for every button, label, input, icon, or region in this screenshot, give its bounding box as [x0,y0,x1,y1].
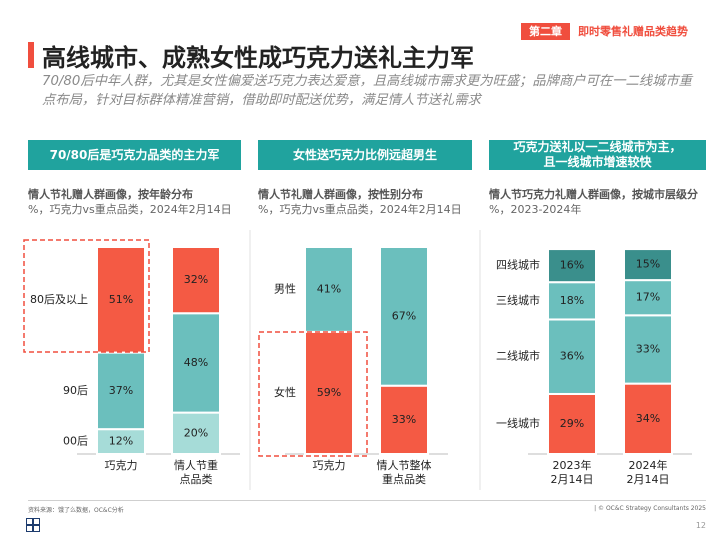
chart-label-city: 情人节巧克力礼赠人群画像，按城市层级分 %，2023-2024年 [489,187,707,217]
category-label-age-1-1: 点品类 [180,472,213,486]
panel-head-city-line1: 巧克力送礼以一二线城市为主， [513,140,682,154]
chart-unit-gender: %，巧克力vs重点品类，2024年2月14日 [258,203,462,216]
data-label-city-0-2: 18% [560,294,584,307]
chart-title-age: 情人节礼赠人群画像，按年龄分布 [28,188,193,201]
series-label-city-0: 一线城市 [496,416,540,430]
category-label-age-1-0: 情人节重 [174,458,218,472]
data-label-age-0-2: 51% [109,293,133,306]
data-label-age-1-1: 48% [184,356,208,369]
occ-logo-icon [26,518,40,532]
data-label-age-0-0: 12% [109,435,133,448]
data-label-gender-1-1: 67% [392,309,416,322]
data-label-age-1-2: 32% [184,273,208,286]
series-label-age-1: 90后 [63,384,88,397]
category-label-gender-0-0: 巧克力 [313,459,346,472]
series-label-city-3: 四线城市 [496,258,540,272]
category-label-city-1-1: 2月14日 [627,473,670,486]
data-label-city-1-3: 15% [636,258,660,271]
panel-head-age: 70/80后是巧克力品类的主力军 [28,140,241,170]
source-note: 资料来源：饿了么数据，OC&C分析 [28,507,124,514]
series-label-gender-0: 女性 [274,385,296,399]
page-title: 高线城市、成熟女性成巧克力送礼主力军 [42,44,474,72]
chart-label-age: 情人节礼赠人群画像，按年龄分布 %，巧克力vs重点品类，2024年2月14日 [28,187,243,217]
series-label-gender-1: 男性 [274,281,296,295]
category-label-age-0-0: 巧克力 [105,459,138,472]
copyright: | © OC&C Strategy Consultants 2025 [594,505,706,512]
bar-segment-gender-1-1 [379,246,429,387]
chart-unit-age: %，巧克力vs重点品类，2024年2月14日 [28,203,232,216]
highlight-box-gender [258,331,368,457]
category-label-city-1-0: 2024年 [629,458,668,472]
bar-segment-city-0-0 [547,392,597,455]
category-label-gender-1-0: 情人节整体 [377,458,432,472]
footer-divider [28,500,706,501]
chart-title-city: 情人节巧克力礼赠人群画像，按城市层级分 [489,188,698,201]
title-accent-bar [28,42,34,68]
data-label-gender-0-1: 41% [317,282,341,295]
data-label-gender-1-0: 33% [392,413,416,426]
highlight-box-age [23,239,150,353]
chart-title-gender: 情人节礼赠人群画像，按性别分布 [258,188,423,201]
bar-segment-city-0-3 [547,248,597,284]
data-label-city-1-1: 33% [636,342,660,355]
bar-segment-city-1-3 [623,248,673,282]
category-label-gender-1-1: 重点品类 [382,472,426,486]
data-label-city-0-3: 16% [560,259,584,272]
chapter-indicator: 第二章 即时零售礼赠品类趋势 [521,22,688,40]
data-label-city-0-0: 29% [560,417,584,430]
series-label-city-2: 三线城市 [496,293,540,307]
panel-head-city: 巧克力送礼以一二线城市为主， 且一线城市增速较快 [489,140,706,170]
bar-segment-city-0-2 [547,281,597,321]
category-label-city-0-0: 2023年 [553,458,592,472]
chapter-tag: 第二章 [521,22,570,40]
page-number: 12 [695,521,706,530]
data-label-city-1-2: 17% [636,291,660,304]
panel-head-city-line2: 且一线城市增速较快 [543,155,652,169]
category-label-city-0-1: 2月14日 [551,473,594,486]
bar-segment-age-1-1 [171,312,221,414]
data-label-gender-0-0: 59% [317,386,341,399]
data-label-age-0-1: 37% [109,384,133,397]
data-label-age-1-0: 20% [184,426,208,439]
bar-segment-age-1-2 [171,246,221,315]
chart-label-gender: 情人节礼赠人群画像，按性别分布 %，巧克力vs重点品类，2024年2月14日 [258,187,473,217]
bar-segment-age-1-0 [171,411,221,456]
series-label-city-1: 二线城市 [496,349,540,363]
data-label-city-0-1: 36% [560,350,584,363]
chapter-name: 即时零售礼赠品类趋势 [578,25,688,38]
series-label-age-2: 80后及以上 [30,293,88,306]
chart-unit-city: %，2023-2024年 [489,203,582,216]
bar-segment-age-0-2 [96,246,146,354]
panel-head-gender: 女性送巧克力比例远超男生 [258,140,472,170]
series-label-age-0: 00后 [63,435,88,448]
bar-segment-gender-0-1 [304,246,354,333]
page-subtitle: 70/80后中年人群，尤其是女性偏爱送巧克力表达爱意，且高线城市需求更为旺盛；品… [42,74,692,108]
bar-segment-age-0-1 [96,351,146,431]
data-label-city-1-0: 34% [636,412,660,425]
bar-segment-gender-1-0 [379,384,429,455]
